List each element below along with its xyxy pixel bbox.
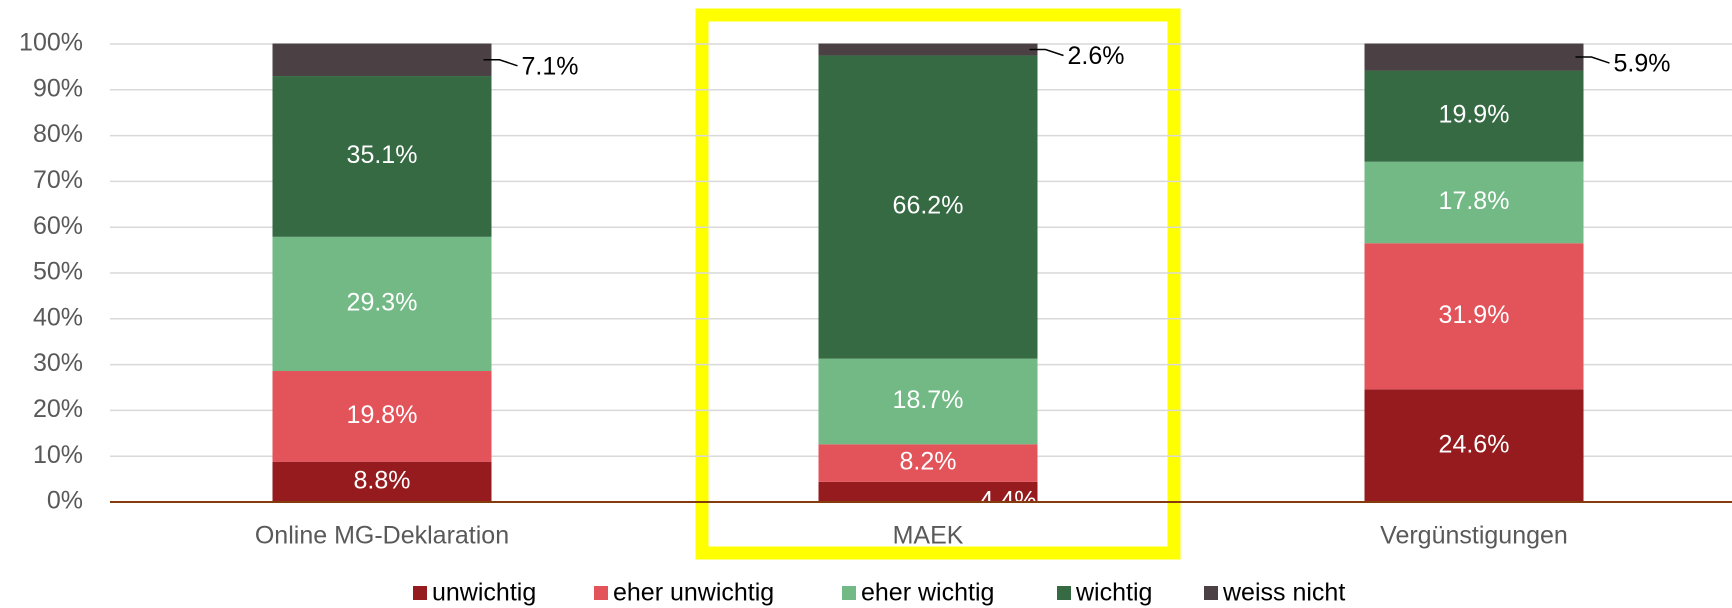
value-label: 29.3% [347, 289, 418, 317]
bar-segment [818, 481, 1038, 502]
bar-segment [272, 371, 492, 462]
value-label: 18.7% [893, 386, 964, 414]
legend-swatch [1057, 586, 1071, 600]
value-label: 5.9% [1614, 50, 1671, 78]
y-tick-label: 90% [33, 74, 83, 102]
y-tick-label: 10% [33, 441, 83, 469]
bar-segment [272, 461, 492, 502]
bar-segment [818, 55, 1038, 359]
bar-segment [818, 358, 1038, 445]
y-tick-label: 70% [33, 166, 83, 194]
leader-line [1029, 48, 1064, 57]
y-tick-label: 100% [19, 29, 83, 57]
value-label: 8.8% [354, 466, 411, 494]
bar-segment [1364, 243, 1584, 390]
value-label: 19.8% [347, 401, 418, 429]
value-label: 66.2% [893, 192, 964, 220]
value-label: 31.9% [1439, 301, 1510, 329]
bar-segment [272, 43, 492, 77]
x-tick-label: MAEK [893, 522, 964, 550]
legend-label: eher wichtig [861, 579, 994, 607]
value-label: 2.6% [1068, 42, 1125, 70]
value-label: 17.8% [1439, 187, 1510, 215]
bar-segment [1364, 43, 1584, 71]
leader-line [483, 59, 518, 67]
bar-segment [1364, 161, 1584, 244]
legend-label: weiss nicht [1222, 579, 1345, 607]
legend-label: wichtig [1075, 579, 1152, 607]
bar-segment [1364, 70, 1584, 162]
x-tick-label: Online MG-Deklaration [255, 522, 509, 550]
value-label: 7.1% [522, 52, 579, 80]
value-label: 4.4% [980, 487, 1037, 515]
leader-line [1575, 56, 1610, 64]
value-label: 24.6% [1439, 430, 1510, 458]
legend-swatch [594, 586, 608, 600]
bar-segment [818, 444, 1038, 482]
y-tick-label: 50% [33, 258, 83, 286]
legend-swatch [413, 586, 427, 600]
y-tick-label: 80% [33, 120, 83, 148]
legend-swatch [1204, 586, 1218, 600]
x-tick-label: Vergünstigungen [1380, 522, 1568, 550]
y-tick-label: 60% [33, 212, 83, 240]
bar-segment [272, 76, 492, 237]
value-label: 19.9% [1439, 101, 1510, 129]
legend-label: unwichtig [432, 579, 536, 607]
bar-segment [272, 236, 492, 372]
highlight-box [695, 8, 1181, 560]
value-label: 8.2% [900, 448, 957, 476]
bar-segment [1364, 389, 1584, 502]
y-tick-label: 40% [33, 303, 83, 331]
legend-label: eher unwichtig [613, 579, 774, 607]
bar-segment [818, 43, 1038, 56]
legend-swatch [842, 586, 856, 600]
y-tick-label: 0% [47, 487, 83, 515]
y-tick-label: 30% [33, 349, 83, 377]
value-label: 35.1% [347, 141, 418, 169]
y-tick-label: 20% [33, 395, 83, 423]
